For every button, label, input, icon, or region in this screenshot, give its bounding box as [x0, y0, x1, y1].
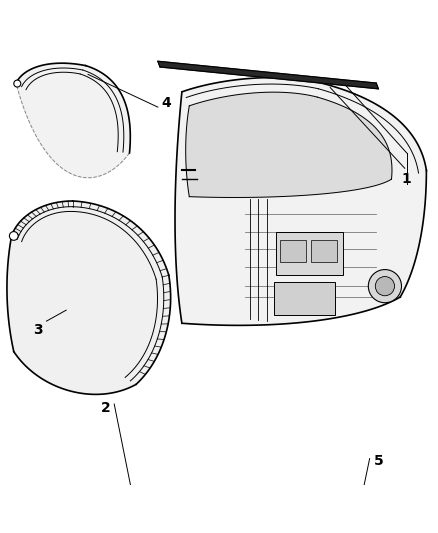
Polygon shape: [7, 201, 171, 394]
Text: 5: 5: [374, 454, 383, 468]
FancyBboxPatch shape: [276, 231, 343, 275]
FancyBboxPatch shape: [280, 240, 306, 262]
Polygon shape: [186, 92, 392, 197]
Polygon shape: [16, 63, 130, 177]
Circle shape: [10, 231, 18, 240]
Polygon shape: [158, 61, 378, 89]
Text: 4: 4: [162, 96, 172, 110]
FancyBboxPatch shape: [274, 282, 335, 314]
Circle shape: [375, 277, 395, 296]
Text: 1: 1: [402, 172, 412, 186]
Circle shape: [14, 80, 21, 87]
FancyBboxPatch shape: [311, 240, 337, 262]
Polygon shape: [175, 78, 426, 325]
Circle shape: [368, 270, 402, 303]
Text: 2: 2: [101, 401, 110, 415]
Text: 3: 3: [33, 323, 42, 337]
